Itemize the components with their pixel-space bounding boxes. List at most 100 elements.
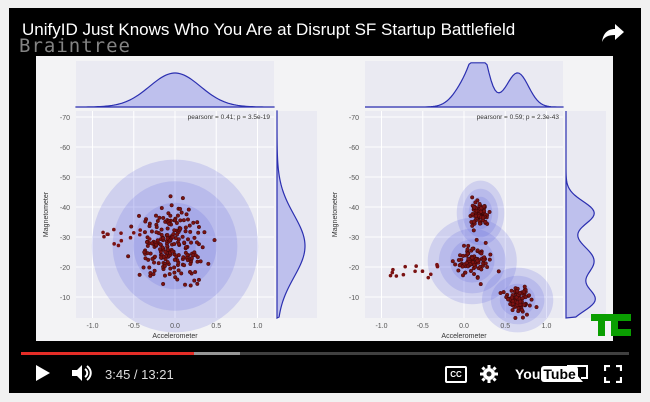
scatter-point — [119, 238, 124, 243]
scatter-point — [126, 254, 131, 259]
scatter-point — [128, 235, 133, 240]
scatter-point — [149, 229, 154, 234]
y-tick-label: -40 — [349, 205, 359, 212]
scatter-point — [456, 258, 461, 263]
y-tick-label: -40 — [60, 205, 70, 212]
volume-icon[interactable] — [71, 364, 93, 382]
scatter-point — [461, 273, 466, 278]
scatter-point — [155, 238, 160, 243]
scatter-point — [138, 228, 143, 232]
marginal-top-area — [76, 61, 274, 108]
scatter-point — [435, 262, 439, 267]
share-arrow-icon[interactable] — [601, 22, 625, 44]
video-player[interactable]: -70 -60 -50 -40 -30 -20 -10 -1.0 -0.5 0.0 0.5 1.0 Ac… — [9, 8, 641, 393]
progress-bar[interactable] — [21, 352, 629, 355]
scatter-point — [401, 272, 406, 277]
scatter-point — [159, 227, 164, 232]
scatter-point — [168, 266, 173, 271]
scatter-point — [194, 240, 199, 245]
scatter-point — [413, 269, 417, 274]
x-axis-label: Accelerometer — [152, 333, 198, 340]
scatter-point — [153, 213, 158, 218]
scatter-point — [161, 215, 166, 220]
video-title[interactable]: UnifyID Just Knows Who You Are at Disrup… — [22, 20, 516, 39]
marginal-kde-y — [276, 110, 306, 319]
scatter-point — [189, 240, 194, 245]
scatter-point — [466, 257, 471, 262]
scatter-point — [178, 206, 183, 211]
scatter-point — [456, 268, 461, 273]
scatter-point — [464, 261, 469, 266]
scatter-point — [183, 225, 188, 230]
scatter-point — [116, 243, 121, 248]
scatter-point — [183, 229, 188, 234]
scatter-point — [482, 209, 487, 214]
y-tick-label: -30 — [60, 235, 70, 242]
scatter-point — [474, 237, 479, 242]
scatter-point — [180, 234, 185, 239]
scatter-point — [156, 261, 161, 266]
scatter-point — [510, 301, 515, 306]
scatter-point — [182, 263, 187, 268]
scatter-point — [470, 260, 475, 265]
scatter-point — [472, 205, 477, 210]
scatter-point — [496, 269, 501, 274]
scatter-point — [487, 257, 492, 262]
scatter-point — [160, 236, 165, 241]
youtube-logo-you: You — [515, 366, 541, 382]
x-tick-label: -0.5 — [128, 323, 140, 330]
scatter-point — [483, 220, 488, 225]
scatter-point — [192, 278, 197, 283]
play-icon[interactable] — [35, 364, 51, 382]
scatter-point — [515, 289, 520, 294]
scatter-point — [482, 255, 487, 260]
scatter-point — [154, 242, 159, 247]
scatter-point — [501, 290, 506, 295]
scatter-point — [461, 253, 466, 258]
scatter-point — [167, 272, 172, 277]
scatter-point — [206, 261, 211, 266]
scatter-point — [141, 265, 146, 270]
scatter-point — [176, 253, 181, 258]
scatter-point — [485, 265, 490, 270]
scatter-point — [165, 236, 170, 241]
scatter-point — [138, 232, 142, 237]
video-frame: -70 -60 -50 -40 -30 -20 -10 -1.0 -0.5 0.0 0.5 1.0 Ac… — [36, 56, 613, 341]
scatter-point — [470, 212, 475, 217]
scatter-point — [513, 315, 518, 320]
scatter-point — [173, 275, 178, 280]
scatter-point — [179, 271, 184, 276]
scatter-point — [186, 207, 191, 212]
scatter-point — [188, 229, 193, 234]
scatter-point — [420, 269, 425, 274]
scatter-point — [473, 200, 478, 205]
scatter-point — [483, 261, 488, 266]
scatter-point — [477, 221, 482, 226]
closed-captions-icon[interactable]: CC — [445, 366, 467, 383]
scatter-point — [466, 243, 471, 248]
y-axis-label: Magnetometer — [43, 191, 50, 237]
scatter-point — [169, 203, 174, 208]
scatter-point — [185, 253, 190, 258]
scatter-point — [188, 283, 193, 288]
scatter-point — [394, 274, 399, 278]
cast-icon[interactable] — [566, 365, 588, 383]
fullscreen-icon[interactable] — [604, 365, 622, 383]
youtube-logo[interactable]: You Tube — [515, 366, 578, 382]
scatter-point — [458, 253, 463, 258]
scatter-point — [453, 262, 458, 267]
gear-icon[interactable] — [480, 365, 498, 383]
scatter-point — [520, 296, 525, 301]
scatter-point — [142, 230, 147, 235]
scatter-point — [178, 226, 183, 231]
density-contour — [112, 181, 238, 311]
scatter-point — [477, 201, 482, 206]
time-display: 3:45 / 13:21 — [105, 367, 174, 382]
scatter-point — [200, 245, 205, 250]
y-tick-label: -10 — [60, 295, 70, 302]
scatter-point — [119, 231, 123, 235]
scatter-point — [137, 272, 142, 277]
scatter-point — [186, 237, 191, 242]
scatter-point — [149, 241, 154, 246]
scatter-point — [152, 268, 157, 273]
